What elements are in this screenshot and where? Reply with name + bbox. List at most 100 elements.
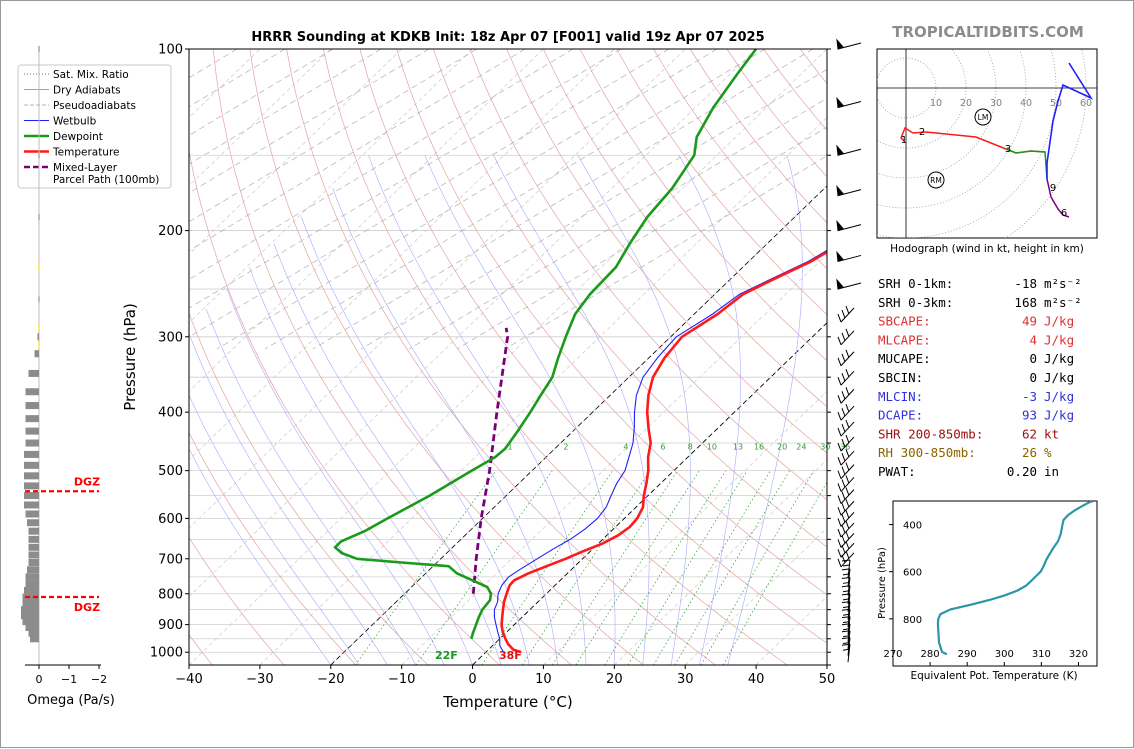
dry-adiabat	[323, 49, 787, 665]
wind-barb	[838, 369, 854, 385]
index-label: RH 300-850mb:	[878, 445, 976, 460]
y-tick-label: 1000	[150, 646, 183, 661]
omega-bar	[26, 580, 40, 587]
omega-bar	[29, 552, 40, 559]
hodograph-height-label: 1	[901, 135, 907, 146]
y-tick-label: 400	[158, 406, 183, 421]
wind-barb	[837, 252, 861, 261]
theta-y-axis-label: Pressure (hPa)	[877, 547, 888, 619]
pseudo-adiabat	[227, 289, 444, 665]
omega-small-bar	[38, 264, 40, 270]
barb-shaft	[838, 531, 854, 547]
theta-y-tick-label: 800	[903, 615, 922, 626]
omega-bar	[26, 415, 40, 422]
omega-bar	[26, 573, 40, 580]
x-tick-label: 10	[535, 672, 552, 687]
hodograph-ring-label: 10	[930, 98, 942, 109]
theta-frame	[893, 501, 1097, 666]
index-unit: J/kg	[1044, 370, 1074, 385]
mixing-ratio-label: 4	[623, 443, 628, 452]
index-value: 26	[1022, 445, 1037, 460]
index-label: PWAT:	[878, 464, 916, 479]
index-value: 93	[1022, 408, 1037, 423]
omega-bar	[21, 606, 39, 613]
wind-barb	[838, 350, 854, 366]
x-tick-label: 30	[677, 672, 694, 687]
omega-bar	[24, 472, 39, 479]
index-unit: m²s⁻²	[1044, 295, 1082, 310]
pseudo-adiabat	[679, 155, 740, 665]
legend-label: Temperature	[52, 147, 120, 159]
omega-axis-label: Omega (Pa/s)	[27, 693, 115, 708]
index-value: 168	[1014, 295, 1037, 310]
theta-x-tick-label: 300	[995, 649, 1014, 660]
index-unit: J/kg	[1044, 389, 1074, 404]
mixing-ratio-label: 2	[563, 443, 568, 452]
y-tick-label: 900	[158, 618, 183, 633]
omega-tick-label: 0	[36, 673, 43, 686]
y-tick-label: 300	[158, 330, 183, 345]
hodograph-ring-label: 40	[1020, 98, 1032, 109]
index-label: SHR 200-850mb:	[878, 426, 983, 441]
theta-y-tick-label: 400	[903, 521, 922, 532]
mixing-ratio-label: 24	[796, 443, 806, 452]
omega-bar	[27, 566, 39, 573]
barb-shaft	[838, 404, 854, 420]
omega-small-bar	[38, 214, 40, 220]
omega-bar	[26, 510, 40, 517]
omega-bar	[24, 587, 39, 594]
omega-bar	[24, 492, 39, 499]
y-tick-label: 200	[158, 224, 183, 239]
mixing-ratio-line	[675, 471, 790, 665]
wind-barb	[838, 404, 854, 420]
x-axis-label: Temperature (°C)	[442, 693, 572, 711]
hodograph-height-label: 6	[1061, 208, 1067, 219]
omega-bar	[26, 428, 40, 435]
barb-shaft	[838, 551, 854, 567]
wind-barb	[838, 387, 854, 403]
guide-line	[169, 49, 669, 349]
mixing-ratio-line	[701, 471, 814, 665]
mixing-ratio-label: 20	[777, 443, 787, 452]
x-tick-label: 0	[468, 672, 476, 687]
index-value: -3	[1022, 389, 1037, 404]
hodograph-ring-label: 20	[960, 98, 972, 109]
pseudo-adiabat	[494, 155, 650, 665]
barb-flag	[837, 222, 861, 231]
wind-barb	[837, 222, 861, 231]
mixing-ratio-label: 30	[820, 443, 830, 452]
omega-bar	[29, 544, 40, 551]
barb-shaft	[838, 306, 854, 322]
omega-bar	[29, 370, 40, 377]
surface-dewpoint-label: 22F	[435, 649, 458, 662]
omega-bar	[24, 451, 39, 458]
guide-line	[265, 49, 765, 349]
omega-bar	[23, 618, 40, 625]
barb-flag	[837, 187, 861, 196]
dry-adiabat	[140, 49, 428, 665]
barb-shaft	[838, 369, 854, 385]
dewpoint-line	[335, 49, 756, 639]
wind-barb	[837, 187, 861, 196]
omega-bar	[35, 350, 40, 357]
index-unit: m²s⁻²	[1044, 276, 1082, 291]
x-tick-label: −30	[246, 672, 273, 687]
omega-bar	[27, 519, 39, 526]
barb-flag	[837, 98, 861, 107]
minus20-isotherm	[331, 49, 969, 665]
omega-bar	[23, 600, 40, 607]
omega-tick-label: −1	[61, 673, 77, 686]
index-value: 0.20	[1007, 464, 1037, 479]
isotherm	[189, 49, 827, 665]
omega-bar	[24, 482, 39, 489]
theta-x-tick-label: 290	[958, 649, 977, 660]
legend-label: Pseudoadiabats	[53, 100, 136, 112]
index-unit: kt	[1044, 426, 1059, 441]
legend-label: Wetbulb	[53, 116, 97, 128]
hodograph-ring-label: 30	[990, 98, 1002, 109]
omega-tick-label: −2	[91, 673, 107, 686]
